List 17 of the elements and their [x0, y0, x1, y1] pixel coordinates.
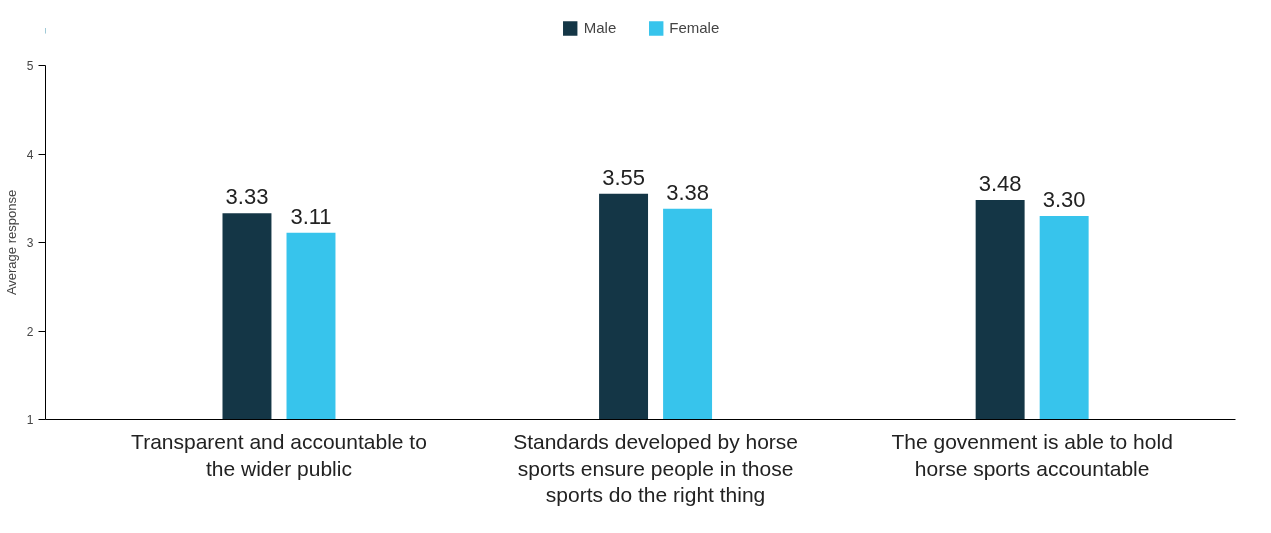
data-label: 3.38 — [666, 180, 709, 206]
x-tick-label: The govenment is able to hold horse sports accountable — [891, 430, 1173, 480]
y-tick-label: 5 — [26, 59, 34, 73]
data-label: 3.33 — [225, 184, 269, 210]
x-tick-label: Transparent and accountable to the wider public — [131, 430, 427, 480]
data-label: 3.11 — [290, 203, 332, 229]
data-label: 3.30 — [1042, 187, 1086, 213]
y-tick-label: 2 — [26, 324, 34, 339]
y-axis-title: Average response — [3, 189, 19, 296]
y-tick-label: 1 — [26, 413, 34, 427]
y-tick-label: 3 — [26, 236, 34, 250]
legend-label: Male — [583, 19, 617, 36]
data-label: 3.55 — [602, 164, 645, 190]
x-tick-label: Standards developed by horse sports ensure people in those sports do the right thing — [513, 430, 799, 507]
data-label: 3.48 — [978, 171, 1022, 197]
legend-label: Female — [669, 19, 720, 36]
y-tick-label: 4 — [26, 147, 34, 162]
